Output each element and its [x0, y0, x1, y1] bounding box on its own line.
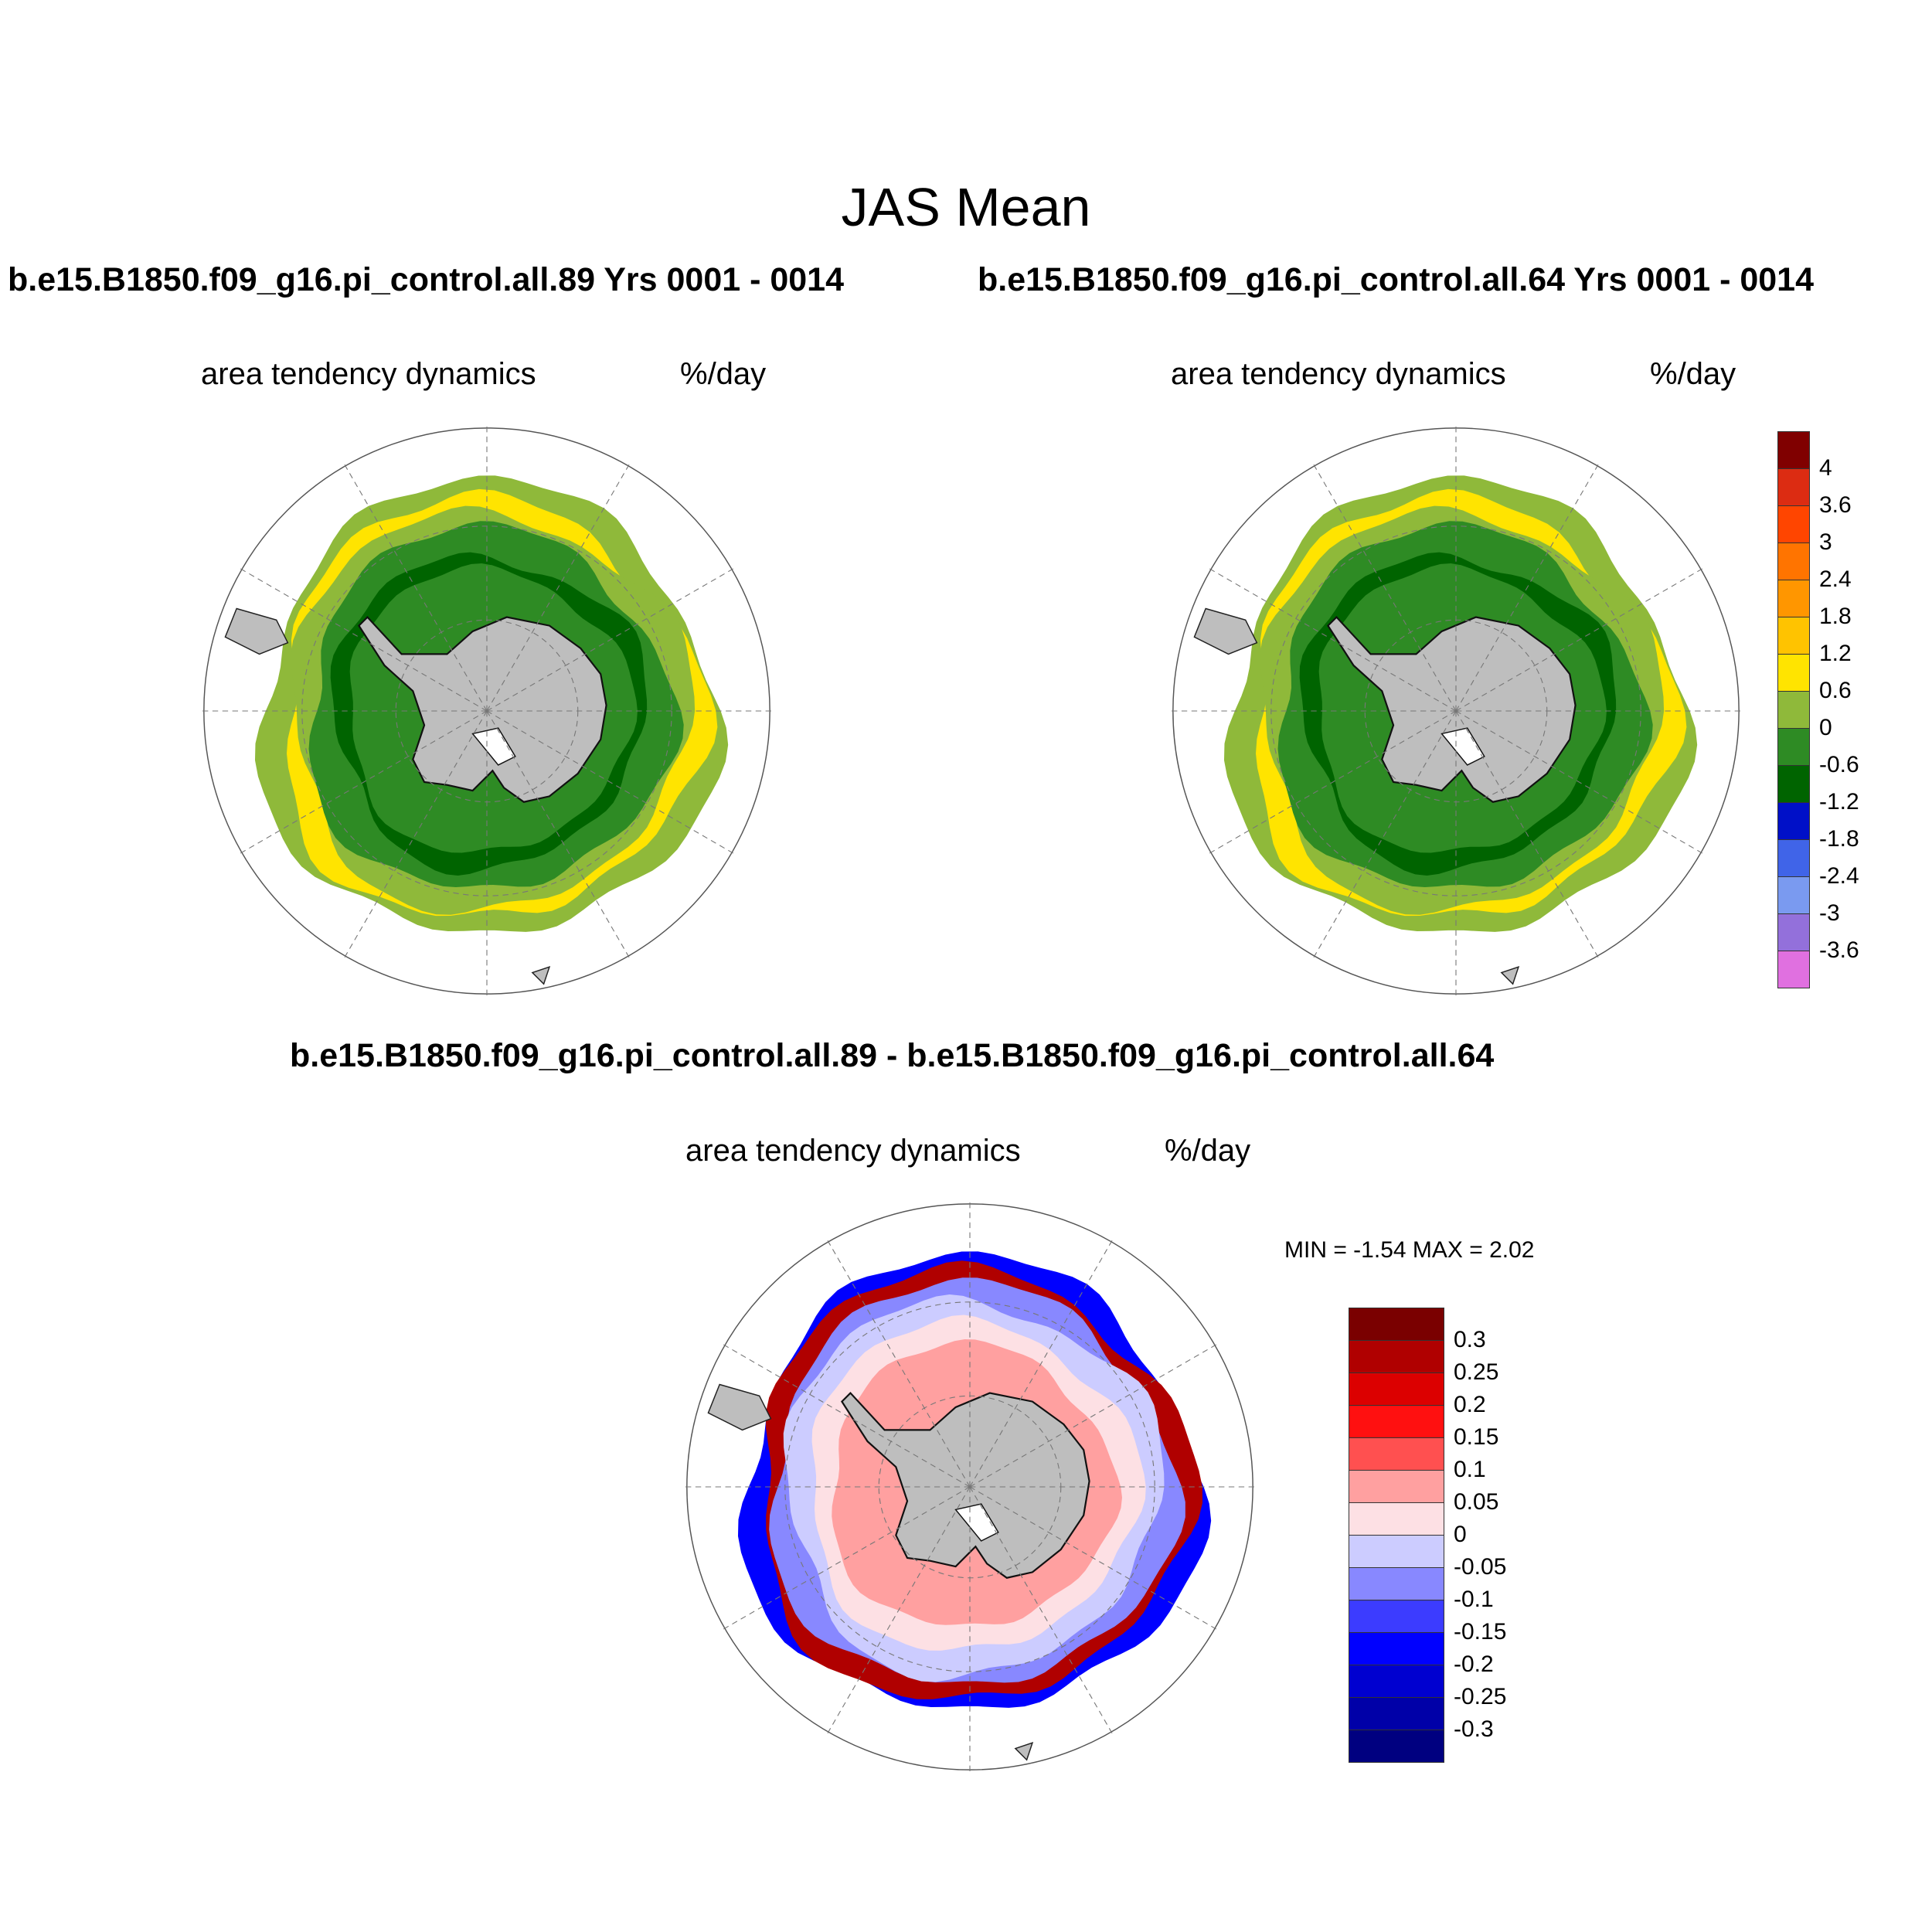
colorbar-main-swatch — [1777, 580, 1810, 617]
colorbar-diff-swatch — [1349, 1372, 1444, 1406]
panel-case2-left-string: area tendency dynamics — [1171, 357, 1506, 391]
colorbar-diff-label: -0.2 — [1454, 1651, 1494, 1677]
colorbar-main-swatch — [1777, 913, 1810, 951]
colorbar-main-swatch — [1777, 951, 1810, 988]
colorbar-diff-swatch — [1349, 1502, 1444, 1536]
colorbar-main-label: -3 — [1819, 900, 1840, 926]
colorbar-diff-swatch — [1349, 1405, 1444, 1438]
panel-case1-right-string: %/day — [680, 357, 767, 391]
panel-case1-title: b.e15.B1850.f09_g16.pi_control.all.89 Yr… — [8, 261, 845, 298]
colorbar-diff-label: 0.25 — [1454, 1359, 1499, 1385]
panel-case2-title: b.e15.B1850.f09_g16.pi_control.all.64 Yr… — [978, 261, 1815, 298]
colorbar-diff-swatch — [1349, 1730, 1444, 1763]
panel-diff-right-string: %/day — [1165, 1134, 1251, 1168]
colorbar-main-label: 0 — [1819, 715, 1832, 740]
colorbar-main-label: 4 — [1819, 455, 1832, 481]
colorbar-diff-label: 0 — [1454, 1522, 1467, 1547]
colorbar-diff-label: -0.05 — [1454, 1554, 1507, 1580]
colorbar-diff-label: -0.1 — [1454, 1587, 1494, 1612]
colorbar-diff-swatch — [1349, 1600, 1444, 1633]
colorbar-diff-label: 0.2 — [1454, 1392, 1486, 1417]
colorbar-main-swatch — [1777, 505, 1810, 543]
colorbar-diff-swatch — [1349, 1567, 1444, 1600]
panel-diff-title: b.e15.B1850.f09_g16.pi_control.all.89 - … — [290, 1037, 1495, 1074]
colorbar-main-swatch — [1777, 468, 1810, 506]
colorbar-diff-label: -0.25 — [1454, 1684, 1507, 1709]
colorbar-diff-label: -0.3 — [1454, 1716, 1494, 1742]
colorbar-main-label: 0.6 — [1819, 678, 1852, 703]
panel-case2-right-string: %/day — [1650, 357, 1736, 391]
panel-diff-left-string: area tendency dynamics — [685, 1134, 1021, 1168]
colorbar-main-label: 3.6 — [1819, 492, 1852, 518]
colorbar-main-swatch — [1777, 765, 1810, 803]
colorbar-main-label: -1.2 — [1819, 789, 1859, 815]
colorbar-diff-swatch — [1349, 1340, 1444, 1373]
colorbar-main-swatch — [1777, 431, 1810, 469]
colorbar-main-label: -2.4 — [1819, 863, 1859, 889]
colorbar-main-swatch — [1777, 543, 1810, 580]
colorbar-main-label: -3.6 — [1819, 937, 1859, 963]
colorbar-diff-label: 0.05 — [1454, 1489, 1499, 1515]
colorbar-main-label: -1.8 — [1819, 826, 1859, 852]
colorbar-main-label: 1.2 — [1819, 641, 1852, 666]
figure-title: JAS Mean — [841, 177, 1091, 237]
colorbar-diff-swatch — [1349, 1437, 1444, 1471]
colorbar-diff-swatch — [1349, 1697, 1444, 1730]
panel-case1-map — [202, 427, 771, 995]
panel-diff-map — [685, 1202, 1254, 1771]
colorbar-main-swatch — [1777, 802, 1810, 840]
colorbar-diff-label: 0.3 — [1454, 1327, 1486, 1352]
colorbar-main-label: -0.6 — [1819, 752, 1859, 777]
colorbar-diff-swatch — [1349, 1535, 1444, 1568]
colorbar-main-swatch — [1777, 654, 1810, 692]
panel-case2-map — [1172, 427, 1740, 995]
colorbar-diff-label: 0.15 — [1454, 1424, 1499, 1450]
panel-diff-min-max: MIN = -1.54 MAX = 2.02 — [1284, 1237, 1535, 1263]
colorbar-diff-swatch — [1349, 1632, 1444, 1665]
colorbar-main-label: 2.4 — [1819, 566, 1852, 592]
colorbar-main-label: 1.8 — [1819, 604, 1852, 629]
colorbar-main-swatch — [1777, 617, 1810, 655]
panel-case1-left-string: area tendency dynamics — [201, 357, 536, 391]
colorbar-diff-swatch — [1349, 1665, 1444, 1698]
colorbar-main-label: 3 — [1819, 529, 1832, 555]
colorbar-main-swatch — [1777, 728, 1810, 766]
colorbar-diff-label: -0.15 — [1454, 1619, 1507, 1645]
colorbar-diff-swatch — [1349, 1470, 1444, 1503]
colorbar-diff-label: 0.1 — [1454, 1457, 1486, 1482]
colorbar-main-swatch — [1777, 839, 1810, 877]
colorbar-main-swatch — [1777, 876, 1810, 914]
colorbar-main-swatch — [1777, 691, 1810, 729]
colorbar-diff-swatch — [1349, 1308, 1444, 1341]
